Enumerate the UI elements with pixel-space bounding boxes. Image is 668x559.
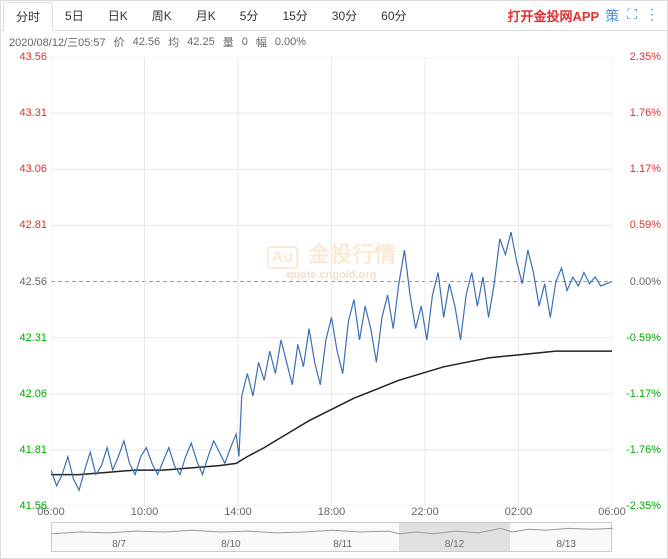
y-right-label: -2.35% bbox=[626, 500, 661, 512]
info-avg-label: 均 bbox=[168, 34, 179, 50]
y-right-label: -0.59% bbox=[626, 332, 661, 344]
y-left-label: 43.31 bbox=[19, 107, 47, 119]
tab-15min[interactable]: 15分 bbox=[270, 1, 319, 30]
tab-weekk[interactable]: 周K bbox=[140, 1, 184, 30]
x-label: 10:00 bbox=[131, 506, 159, 518]
y-left-label: 43.06 bbox=[19, 163, 47, 175]
y-left-label: 42.31 bbox=[19, 332, 47, 344]
tab-dayk[interactable]: 日K bbox=[96, 1, 140, 30]
tab-60min[interactable]: 60分 bbox=[369, 1, 418, 30]
x-axis: 06:0010:0014:0018:0022:0002:0006:00 bbox=[51, 506, 612, 520]
y-right-label: 1.76% bbox=[630, 107, 661, 119]
chart-svg bbox=[51, 57, 612, 506]
y-right-label: 0.59% bbox=[630, 219, 661, 231]
y-left-label: 42.06 bbox=[19, 388, 47, 400]
x-label: 02:00 bbox=[505, 506, 533, 518]
tab-fenshi[interactable]: 分时 bbox=[3, 2, 53, 31]
y-left-label: 43.56 bbox=[19, 51, 47, 63]
x-label: 18:00 bbox=[318, 506, 346, 518]
navigator-sparkline bbox=[52, 523, 613, 541]
info-avg: 42.25 bbox=[187, 36, 215, 48]
toolbar-right: 策 ⛶ ⋮ bbox=[605, 6, 667, 26]
info-price-label: 价 bbox=[114, 34, 125, 50]
y-left-label: 41.81 bbox=[19, 444, 47, 456]
info-vol: 0 bbox=[242, 36, 248, 48]
open-app-link[interactable]: 打开金投网APP bbox=[501, 6, 605, 25]
timeframe-tabs: 分时 5日 日K 周K 月K 5分 15分 30分 60分 打开金投网APP 策… bbox=[1, 1, 667, 31]
chart-container: 分时 5日 日K 周K 月K 5分 15分 30分 60分 打开金投网APP 策… bbox=[0, 0, 668, 559]
info-vol-label: 量 bbox=[223, 34, 234, 50]
y-axis-right: 2.35%1.76%1.17%0.59%0.00%-0.59%-1.17%-1.… bbox=[616, 57, 661, 506]
y-right-label: 0.00% bbox=[630, 276, 661, 288]
x-label: 06:00 bbox=[598, 506, 626, 518]
y-right-label: 1.17% bbox=[630, 163, 661, 175]
info-amp: 0.00% bbox=[275, 36, 306, 48]
y-right-label: 2.35% bbox=[630, 51, 661, 63]
info-amp-label: 幅 bbox=[256, 34, 267, 50]
y-left-label: 42.56 bbox=[19, 276, 47, 288]
tab-5day[interactable]: 5日 bbox=[53, 1, 96, 30]
x-label: 06:00 bbox=[37, 506, 65, 518]
y-right-label: -1.17% bbox=[626, 388, 661, 400]
navigator-panel[interactable]: 8/78/108/118/128/13 bbox=[51, 522, 612, 552]
info-datetime: 2020/08/12/三05:57 bbox=[9, 34, 106, 50]
y-axis-left: 43.5643.3143.0642.8142.5642.3142.0641.81… bbox=[7, 57, 47, 506]
tab-30min[interactable]: 30分 bbox=[320, 1, 369, 30]
strategy-button[interactable]: 策 bbox=[605, 6, 619, 26]
info-bar: 2020/08/12/三05:57 价 42.56 均 42.25 量 0 幅 … bbox=[1, 31, 667, 53]
tab-5min[interactable]: 5分 bbox=[228, 1, 271, 30]
x-label: 22:00 bbox=[411, 506, 439, 518]
y-right-label: -1.76% bbox=[626, 444, 661, 456]
more-icon[interactable]: ⋮ bbox=[645, 6, 659, 26]
x-label: 14:00 bbox=[224, 506, 252, 518]
y-left-label: 42.81 bbox=[19, 219, 47, 231]
main-chart[interactable]: Au 金投行情 quote.cngold.org bbox=[51, 57, 612, 506]
tab-monthk[interactable]: 月K bbox=[184, 1, 228, 30]
fullscreen-icon[interactable]: ⛶ bbox=[627, 6, 637, 26]
info-price: 42.56 bbox=[133, 36, 161, 48]
